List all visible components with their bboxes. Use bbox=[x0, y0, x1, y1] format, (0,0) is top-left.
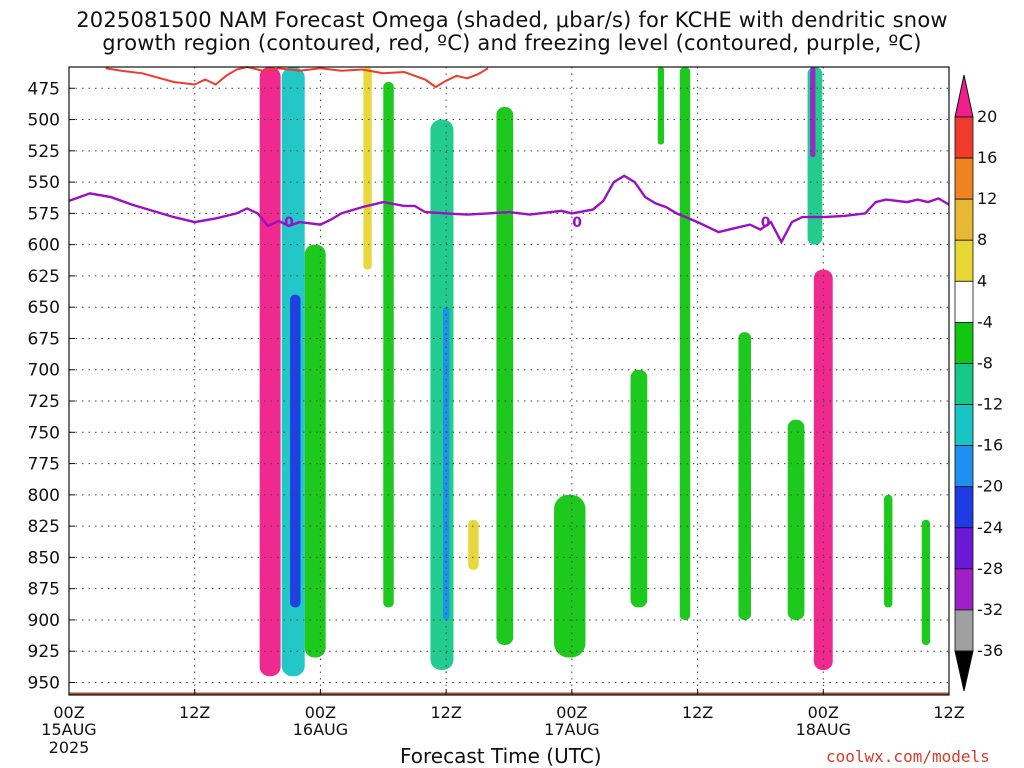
colorbar-bin-violet bbox=[954, 527, 974, 570]
x-tick-label: 12Z bbox=[682, 703, 713, 722]
freezing-level-label: 0 bbox=[572, 215, 582, 231]
y-tick-label: 750 bbox=[28, 423, 60, 443]
colorbar-bin-purple bbox=[954, 568, 974, 611]
y-tick-label: 475 bbox=[28, 79, 60, 99]
omega-region-9 bbox=[496, 107, 514, 645]
colorbar-bin-orange bbox=[954, 157, 974, 200]
colorbar-label: -20 bbox=[977, 477, 1003, 496]
ground-fill bbox=[69, 692, 949, 695]
colorbar-label: -8 bbox=[977, 353, 993, 372]
x-tick-label: 12Z bbox=[933, 703, 964, 722]
colorbar-bin-cyan bbox=[954, 404, 974, 447]
omega-region-20 bbox=[921, 519, 931, 645]
colorbar: 20 16 12 8 4 -4 -8 -12 -16 -20 -24 -28 -32 -36 bbox=[954, 74, 1003, 692]
x-tick-label: 00Z bbox=[305, 703, 336, 722]
y-tick-label: 850 bbox=[28, 548, 60, 568]
y-tick-label: 625 bbox=[28, 267, 60, 287]
colorbar-bin-darkblue bbox=[954, 486, 974, 529]
colorbar-bin-white bbox=[954, 280, 974, 323]
chart-title-line-2: growth region (contoured, red, ºC) and f… bbox=[102, 31, 922, 55]
y-tick-label: 500 bbox=[28, 111, 60, 131]
x-tick-label: 00Z bbox=[556, 703, 587, 722]
chart-title-line-1: 2025081500 NAM Forecast Omega (shaded, μ… bbox=[76, 8, 948, 32]
y-tick-label: 700 bbox=[28, 361, 60, 381]
colorbar-bin-blue bbox=[954, 445, 974, 488]
x-date-label: 18AUG bbox=[796, 720, 851, 739]
y-tick-label: 525 bbox=[28, 142, 60, 162]
y-tick-label: 875 bbox=[28, 580, 60, 600]
omega-region-6 bbox=[430, 119, 454, 670]
colorbar-bottom-arrow bbox=[954, 650, 974, 692]
x-tick-label: 12Z bbox=[179, 703, 210, 722]
colorbar-bin-yellow bbox=[954, 239, 974, 282]
omega-region-10 bbox=[554, 494, 586, 658]
x-axis: 00Z 12Z 00Z 12Z 00Z 12Z 00Z 12Z 15AUG 16AUG 17AUG 1… bbox=[41, 689, 965, 757]
colorbar-bin-teal bbox=[954, 363, 974, 405]
contours: 0 0 0 bbox=[68, 65, 950, 245]
omega-region-14 bbox=[738, 332, 751, 620]
colorbar-bin-gold bbox=[954, 198, 974, 241]
y-tick-label: 600 bbox=[28, 236, 60, 256]
y-tick-label: 575 bbox=[28, 204, 60, 224]
colorbar-label: -36 bbox=[977, 641, 1003, 660]
freezing-level-label: 0 bbox=[284, 215, 294, 231]
omega-region-15 bbox=[787, 419, 805, 620]
freezing-level-label: 0 bbox=[761, 215, 771, 231]
y-tick-label: 800 bbox=[28, 486, 60, 506]
colorbar-label: 4 bbox=[977, 271, 987, 290]
x-tick-label: 00Z bbox=[808, 703, 839, 722]
omega-region-18 bbox=[810, 67, 816, 158]
y-tick-label: 900 bbox=[28, 611, 60, 631]
y-tick-label: 825 bbox=[28, 517, 60, 537]
omega-region-5 bbox=[383, 82, 394, 608]
colorbar-bin-red bbox=[954, 116, 974, 159]
y-tick-label: 950 bbox=[28, 673, 60, 693]
colorbar-label: -12 bbox=[977, 395, 1003, 414]
x-axis-title: Forecast Time (UTC) bbox=[400, 744, 602, 768]
colorbar-label: 20 bbox=[977, 107, 997, 126]
plot-frame bbox=[68, 66, 950, 696]
y-tick-label: 725 bbox=[28, 392, 60, 412]
omega-region-16 bbox=[813, 269, 833, 670]
colorbar-bin-green bbox=[954, 321, 974, 364]
x-tick-label: 00Z bbox=[53, 703, 84, 722]
y-tick-label: 775 bbox=[28, 455, 60, 475]
y-tick-label: 550 bbox=[28, 173, 60, 193]
colorbar-label: 16 bbox=[977, 148, 997, 167]
omega-region-0 bbox=[259, 67, 281, 677]
colorbar-label: -28 bbox=[977, 559, 1003, 578]
x-date-label: 16AUG bbox=[293, 720, 348, 739]
omega-region-12 bbox=[657, 67, 665, 145]
colorbar-label: -24 bbox=[977, 518, 1003, 537]
freezing-level-contour bbox=[68, 174, 950, 245]
y-tick-label: 675 bbox=[28, 329, 60, 349]
omega-region-3 bbox=[304, 244, 326, 658]
y-tick-label: 925 bbox=[28, 642, 60, 662]
colorbar-label: 12 bbox=[977, 189, 997, 208]
site-credit: coolwx.com/models bbox=[826, 747, 990, 766]
x-tick-label: 12Z bbox=[430, 703, 461, 722]
x-date-label: 17AUG bbox=[544, 720, 599, 739]
omega-shading bbox=[259, 67, 931, 677]
colorbar-bin-gray bbox=[954, 609, 974, 652]
y-axis: 475 500 525 550 575 600 625 650 675 700 725 750 775 8… bbox=[28, 79, 75, 693]
y-tick-label: 650 bbox=[28, 298, 60, 318]
colorbar-label: 8 bbox=[977, 230, 987, 249]
colorbar-label: -32 bbox=[977, 600, 1003, 619]
omega-region-2 bbox=[290, 294, 301, 608]
x-year-label: 2025 bbox=[49, 738, 90, 757]
omega-region-8 bbox=[468, 519, 479, 570]
ground-layer bbox=[69, 692, 949, 695]
omega-region-13 bbox=[679, 67, 691, 620]
omega-region-11 bbox=[630, 369, 648, 608]
omega-region-19 bbox=[884, 494, 893, 608]
omega-region-4 bbox=[363, 67, 372, 270]
colorbar-top-arrow bbox=[954, 74, 974, 118]
x-date-label: 15AUG bbox=[41, 720, 96, 739]
dgz-contour bbox=[105, 65, 489, 89]
colorbar-label: -16 bbox=[977, 436, 1003, 455]
colorbar-label: -4 bbox=[977, 312, 993, 331]
